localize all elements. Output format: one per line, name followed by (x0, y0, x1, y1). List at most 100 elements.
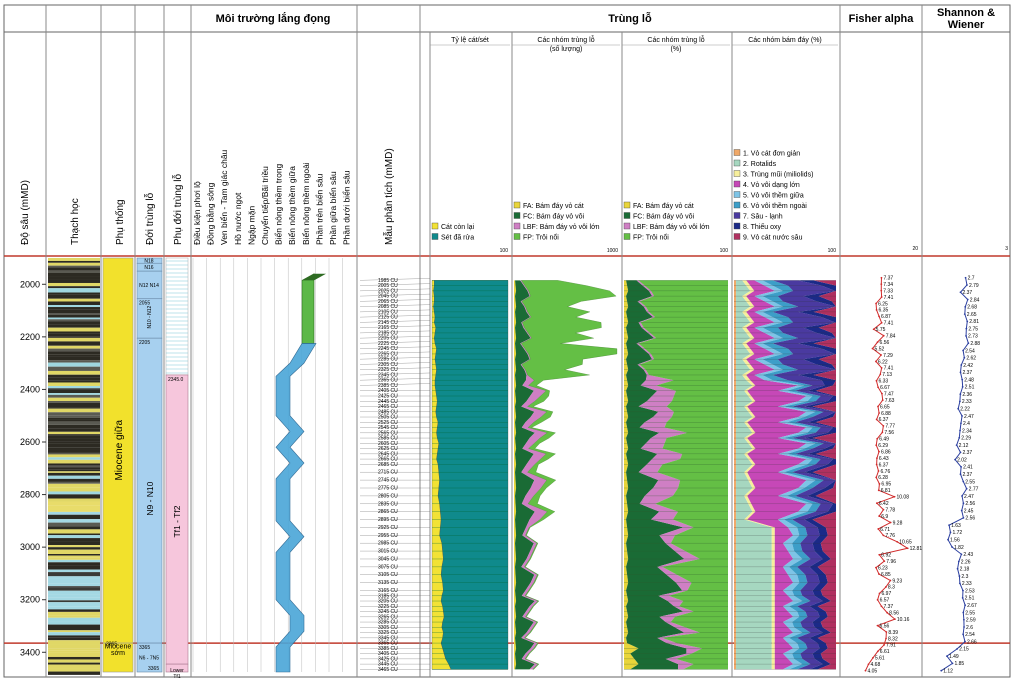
lithology-band (48, 615, 100, 618)
environment-label: Biển nông thềm giữa (287, 166, 297, 245)
lithology-band (48, 617, 100, 622)
shannon-value: 2.47 (964, 494, 974, 500)
lithology-band (48, 628, 100, 631)
fisher-alpha-value: 7.56 (884, 430, 894, 436)
shannon-value: 2.56 (965, 501, 975, 507)
lithology-band (48, 602, 100, 607)
lithology-band (48, 351, 100, 355)
shannon-value: 2.75 (968, 326, 978, 332)
shannon-point (940, 669, 943, 672)
lithology-band (48, 664, 100, 669)
lithology-band (48, 380, 100, 383)
series-label: Miocene (105, 643, 132, 650)
shannon-value: 1.63 (951, 523, 961, 529)
shannon-value: 2.12 (959, 443, 969, 449)
fisher-alpha-value: 7.33 (883, 288, 893, 294)
benthic-group-area (798, 280, 836, 670)
sample-label: 2265 CU (378, 351, 398, 357)
sample-label: 3265 CU (378, 614, 398, 620)
shannon-value: 2.48 (964, 377, 974, 383)
shannon-value: 2.55 (965, 610, 975, 616)
fisher-alpha-value: 5.52 (875, 346, 885, 352)
fisher-alpha-value: 7.63 (885, 398, 895, 404)
fisher-alpha-point (875, 566, 877, 569)
lithology-band (48, 407, 100, 409)
sample-leader (359, 341, 431, 344)
lithology-band (48, 606, 100, 610)
legend-swatch (623, 222, 631, 230)
zone-boundary-label: 2205 (139, 340, 150, 346)
fisher-alpha-point (875, 502, 878, 505)
sample-label: 2085 CU (378, 304, 398, 310)
sample-label: 2605 CU (378, 441, 398, 447)
shannon-point (962, 618, 965, 621)
sample-label: 2325 CU (378, 367, 398, 373)
lithology-band (48, 478, 100, 482)
fisher-alpha-value: 6.33 (878, 379, 888, 385)
fisher-alpha-value: 5.75 (876, 327, 886, 333)
shannon-value: 2.62 (966, 356, 976, 362)
lithology-band (48, 341, 100, 346)
depth-tick-label: 3000 (20, 542, 40, 552)
shannon-point (958, 582, 961, 585)
lithology-band (48, 481, 100, 484)
shannon-axis-max: 3 (1005, 246, 1008, 252)
shannon-value: 2.37 (962, 450, 972, 456)
legend-label: 1. Vỏ cát đơn giản (743, 150, 800, 158)
fisher-alpha-value: 6.57 (880, 598, 890, 604)
sample-label: 2445 CU (378, 399, 398, 405)
fisher-alpha-line (865, 277, 909, 671)
sample-label: 2685 CU (378, 462, 398, 468)
fisher-alpha-value: 10.16 (897, 617, 910, 623)
sample-label: 3045 CU (378, 556, 398, 562)
fisher-alpha-point (878, 592, 881, 595)
fisher-alpha-value: 10.65 (899, 540, 912, 546)
shannon-point (961, 385, 964, 388)
lithology-band (48, 562, 100, 566)
subchart-title: (%) (671, 46, 682, 53)
lithology-band (48, 483, 100, 488)
legend-swatch (513, 212, 521, 219)
sample-label: 3405 CU (378, 651, 398, 657)
fisher-alpha-point (880, 367, 883, 369)
lithology-band (48, 594, 100, 598)
legend-label: 8. Thiếu oxy (743, 222, 782, 231)
benthic-group-area (736, 280, 772, 670)
sample-label: 3245 CU (378, 609, 398, 615)
lithology-band (48, 401, 100, 403)
legend-label: FC: Bám đáy vỏ vôi (523, 213, 585, 221)
shannon-value: 1.72 (952, 530, 962, 536)
lithology-band (48, 578, 100, 581)
fisher-alpha-value: 6.23 (878, 565, 888, 571)
lithology-band (48, 279, 100, 283)
shannon-point (966, 298, 969, 301)
lithology-band (48, 286, 100, 289)
fisher-alpha-point (867, 663, 870, 666)
depth-tick-label: 3200 (20, 595, 40, 605)
fisher-alpha-value: 12.81 (910, 546, 923, 552)
legend-swatch (733, 222, 741, 230)
shannon-point (946, 655, 948, 658)
lithology-band (48, 576, 100, 579)
lithology-band (48, 569, 100, 573)
subzone-empty (165, 257, 189, 376)
sample-label: 2205 CU (378, 336, 398, 342)
sample-label: 2385 CU (378, 383, 398, 389)
sample-label: 3185 CU (378, 593, 398, 599)
shannon-value: 2.7 (968, 276, 975, 282)
lithology-band (48, 557, 100, 560)
sample-label: 3445 CU (378, 662, 398, 668)
fisher-alpha-value: 7.41 (884, 366, 894, 372)
sample-label: 2185 CU (378, 330, 398, 336)
lithology-band (48, 469, 100, 472)
shannon-value: 2.53 (965, 588, 975, 594)
fisher-alpha-value: 6.65 (880, 404, 890, 410)
zone-boundary-label: 2055 (139, 301, 150, 307)
fisher-alpha-value: 6.28 (878, 475, 888, 481)
sample-label: 3305 CU (378, 625, 398, 631)
fisher-alpha-point (885, 586, 887, 588)
fisher-alpha-point (880, 296, 883, 298)
sample-label: 2145 CU (378, 320, 398, 326)
lithology-band (48, 640, 100, 645)
sample-leader (359, 351, 431, 355)
